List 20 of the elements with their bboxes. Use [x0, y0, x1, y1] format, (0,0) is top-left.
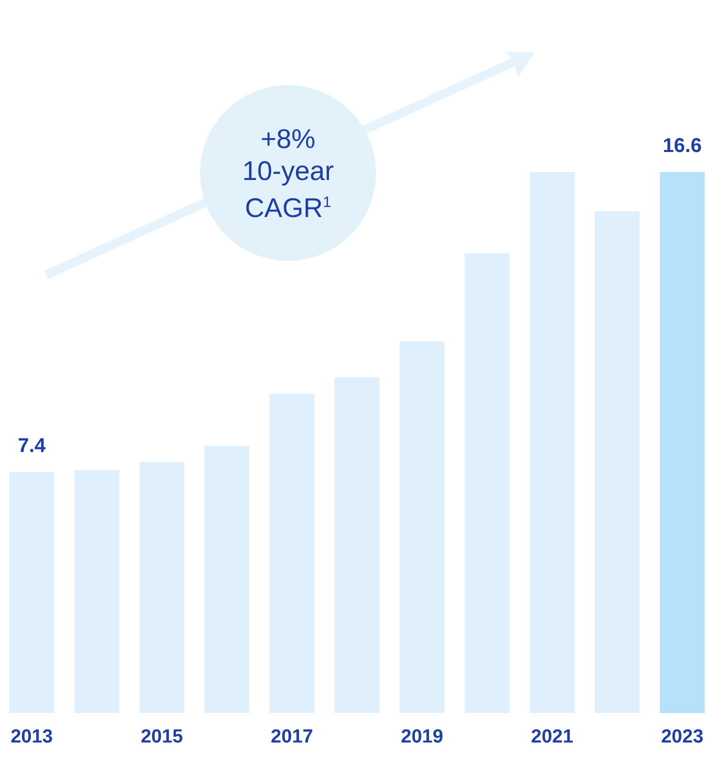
data-label: 7.4 — [18, 434, 47, 457]
bar — [464, 253, 510, 713]
x-tick-label: 2021 — [531, 726, 574, 748]
bar — [139, 462, 184, 713]
bar — [204, 446, 250, 713]
bar — [660, 172, 705, 713]
annotation: +8% 10-year CAGR$^{1}$ — [242, 122, 334, 224]
x-tick-label: 2017 — [270, 726, 314, 748]
bar — [594, 211, 640, 713]
bar — [334, 377, 380, 713]
x-tick-label: 2013 — [10, 726, 53, 748]
x-tick-label: 2015 — [140, 726, 184, 748]
x-tick-label: 2019 — [400, 726, 444, 748]
bar — [9, 472, 54, 713]
x-tick-label: 2023 — [661, 726, 704, 748]
data-label: 16.6 — [662, 135, 702, 157]
bar — [530, 172, 575, 713]
bar — [270, 394, 314, 713]
bar — [400, 341, 444, 713]
bar — [74, 470, 120, 713]
